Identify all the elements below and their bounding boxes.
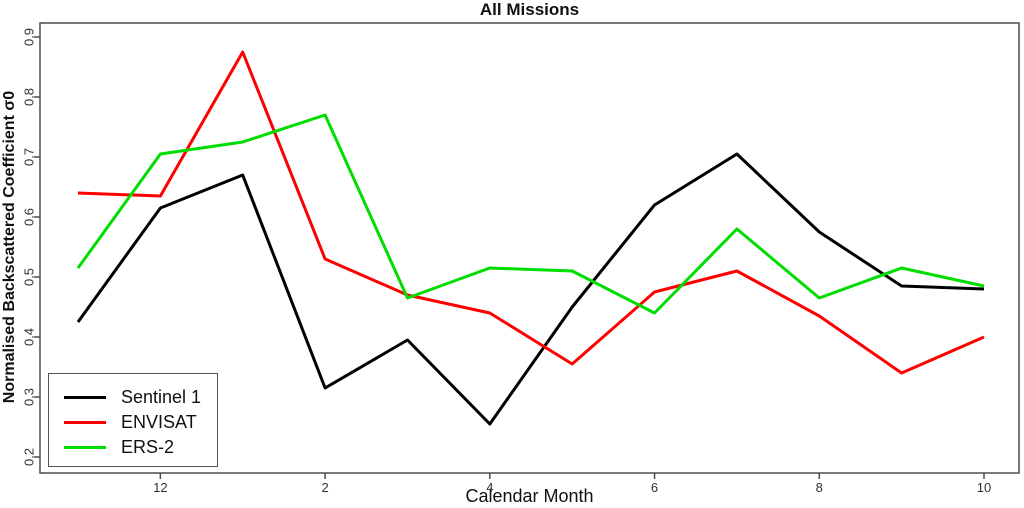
y-tick-label: 0.4 <box>21 327 37 347</box>
plot-frame <box>39 22 1020 474</box>
legend-item: ENVISAT <box>49 410 217 435</box>
legend-line-swatch <box>64 446 106 449</box>
x-axis-label: Calendar Month <box>465 486 594 506</box>
x-tick-label: 4 <box>486 480 494 495</box>
legend-line-swatch <box>64 421 106 424</box>
legend: Sentinel 1 ENVISAT ERS-2 <box>48 373 218 467</box>
legend-item: Sentinel 1 <box>49 385 217 410</box>
legend-label: ENVISAT <box>121 412 197 432</box>
chart-title: All Missions <box>479 0 580 19</box>
series-line-envisat <box>77 50 985 375</box>
legend-label: Sentinel 1 <box>121 387 202 407</box>
y-tick-label: 0.7 <box>21 147 37 167</box>
legend-label: ERS-2 <box>121 437 175 457</box>
series-line-sentinel-1 <box>76 152 985 426</box>
x-tick-label: 12 <box>153 480 168 495</box>
y-tick-label: 0.9 <box>21 27 37 47</box>
x-tick-label: 8 <box>815 480 823 495</box>
y-tick-label: 0.5 <box>21 267 37 287</box>
y-tick-label: 0.2 <box>21 447 37 467</box>
y-axis-label: Normalised Backscattered Coefficient σ0 <box>1 90 18 404</box>
x-tick-label: 2 <box>321 480 329 495</box>
legend-line-swatch <box>64 396 106 399</box>
x-tick-label: 6 <box>650 480 659 495</box>
legend-item: ERS-2 <box>49 435 217 460</box>
y-tick-label: 0.8 <box>21 87 37 107</box>
y-tick-label: 0.6 <box>21 207 37 227</box>
series-line-ers-2 <box>76 113 985 315</box>
x-tick-label: 10 <box>976 480 992 495</box>
y-tick-label: 0.3 <box>21 387 37 407</box>
